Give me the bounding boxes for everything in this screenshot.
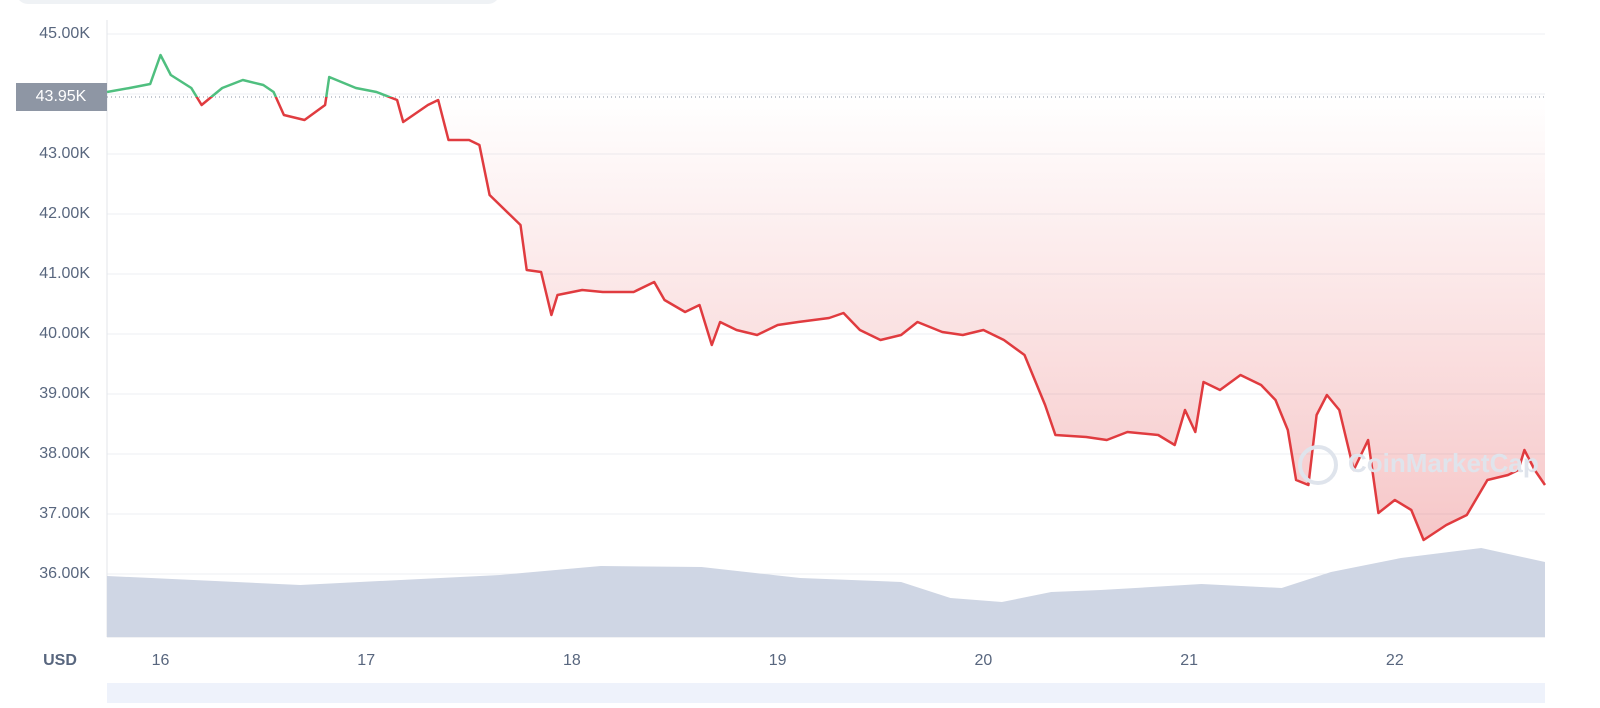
- reference-label: 43.95K: [36, 88, 87, 105]
- plot: 36.00K 37.00K 38.00K 39.00K 40.00K 41.00K 42.0…: [16, 20, 1547, 669]
- reference-box: [16, 83, 107, 111]
- navigator: [107, 683, 1545, 703]
- x-tick-label: 16: [152, 652, 170, 669]
- y-tick-label: 36.00K: [39, 565, 90, 582]
- x-tick-label: 17: [357, 652, 375, 669]
- x-tick-label: 22: [1386, 652, 1404, 669]
- y-tick-label: 45.00K: [39, 25, 90, 42]
- y-tick-label: 40.00K: [39, 325, 90, 342]
- watermark-logo: [1298, 445, 1338, 485]
- y-tick-label: 37.00K: [39, 505, 90, 522]
- price-fill: [107, 97, 1545, 540]
- y-tick-label: 39.00K: [39, 385, 90, 402]
- y-tick-label: 42.00K: [39, 205, 90, 222]
- x-tick-label: 18: [563, 652, 581, 669]
- axis-unit: USD: [43, 652, 77, 669]
- x-tick-label: 20: [974, 652, 992, 669]
- y-tick-label: 41.00K: [39, 265, 90, 282]
- y-tick-label: 43.00K: [39, 145, 90, 162]
- range-pill: [19, 0, 497, 4]
- price-line: [106, 53, 1547, 542]
- volume-area: [107, 548, 1545, 637]
- x-tick-label: 19: [769, 652, 787, 669]
- x-tick-label: 21: [1180, 652, 1198, 669]
- watermark: CoinMarketCap: [1348, 448, 1539, 478]
- y-tick-label: 38.00K: [39, 445, 90, 462]
